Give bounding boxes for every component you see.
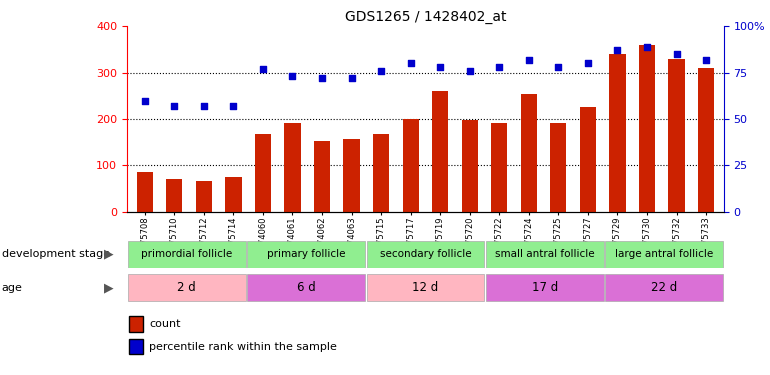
Text: 6 d: 6 d — [296, 281, 316, 294]
Text: ▶: ▶ — [104, 248, 114, 260]
Text: secondary follicle: secondary follicle — [380, 249, 471, 259]
Text: primary follicle: primary follicle — [267, 249, 345, 259]
Bar — [609, 54, 625, 212]
Bar — [255, 134, 271, 212]
Bar — [128, 241, 246, 268]
Text: percentile rank within the sample: percentile rank within the sample — [149, 342, 337, 351]
Text: count: count — [149, 319, 181, 329]
Bar — [580, 108, 596, 212]
Bar — [247, 241, 365, 268]
Bar — [226, 177, 242, 212]
Bar — [605, 241, 723, 268]
Bar — [284, 123, 300, 212]
Point — [641, 44, 653, 50]
Bar — [373, 134, 390, 212]
Point — [611, 47, 624, 53]
Text: large antral follicle: large antral follicle — [615, 249, 713, 259]
Bar — [432, 91, 448, 212]
Point — [286, 74, 299, 80]
Bar — [461, 120, 478, 212]
Bar — [486, 241, 604, 268]
Title: GDS1265 / 1428402_at: GDS1265 / 1428402_at — [345, 10, 506, 24]
Point — [227, 103, 239, 109]
Bar — [639, 45, 655, 212]
Bar — [551, 123, 567, 212]
Point — [375, 68, 387, 74]
Point — [346, 75, 358, 81]
Bar — [521, 93, 537, 212]
Text: 22 d: 22 d — [651, 281, 678, 294]
Bar — [196, 181, 212, 212]
Point — [316, 75, 328, 81]
Bar — [403, 119, 419, 212]
Point — [256, 66, 269, 72]
Bar — [698, 68, 715, 212]
Point — [434, 64, 447, 70]
Bar — [367, 241, 484, 268]
Bar — [314, 141, 330, 212]
Bar — [491, 123, 507, 212]
Point — [493, 64, 505, 70]
Point — [700, 57, 712, 63]
Bar — [343, 139, 360, 212]
Point — [671, 51, 683, 57]
Point — [464, 68, 476, 74]
Bar — [605, 274, 723, 302]
Text: age: age — [2, 283, 22, 292]
Text: ▶: ▶ — [104, 281, 114, 294]
Point — [582, 60, 594, 66]
Bar — [247, 274, 365, 302]
Text: development stage: development stage — [2, 249, 109, 259]
Bar — [136, 172, 153, 212]
Bar — [486, 274, 604, 302]
Point — [523, 57, 535, 63]
Point — [168, 103, 180, 109]
Bar — [367, 274, 484, 302]
Point — [198, 103, 210, 109]
Bar — [668, 59, 685, 212]
Text: small antral follicle: small antral follicle — [495, 249, 594, 259]
Point — [139, 98, 151, 104]
Text: 17 d: 17 d — [531, 281, 558, 294]
Text: primordial follicle: primordial follicle — [141, 249, 233, 259]
Point — [404, 60, 417, 66]
Text: 12 d: 12 d — [412, 281, 439, 294]
Text: 2 d: 2 d — [177, 281, 196, 294]
Point — [552, 64, 564, 70]
Bar — [128, 274, 246, 302]
Bar — [166, 179, 182, 212]
